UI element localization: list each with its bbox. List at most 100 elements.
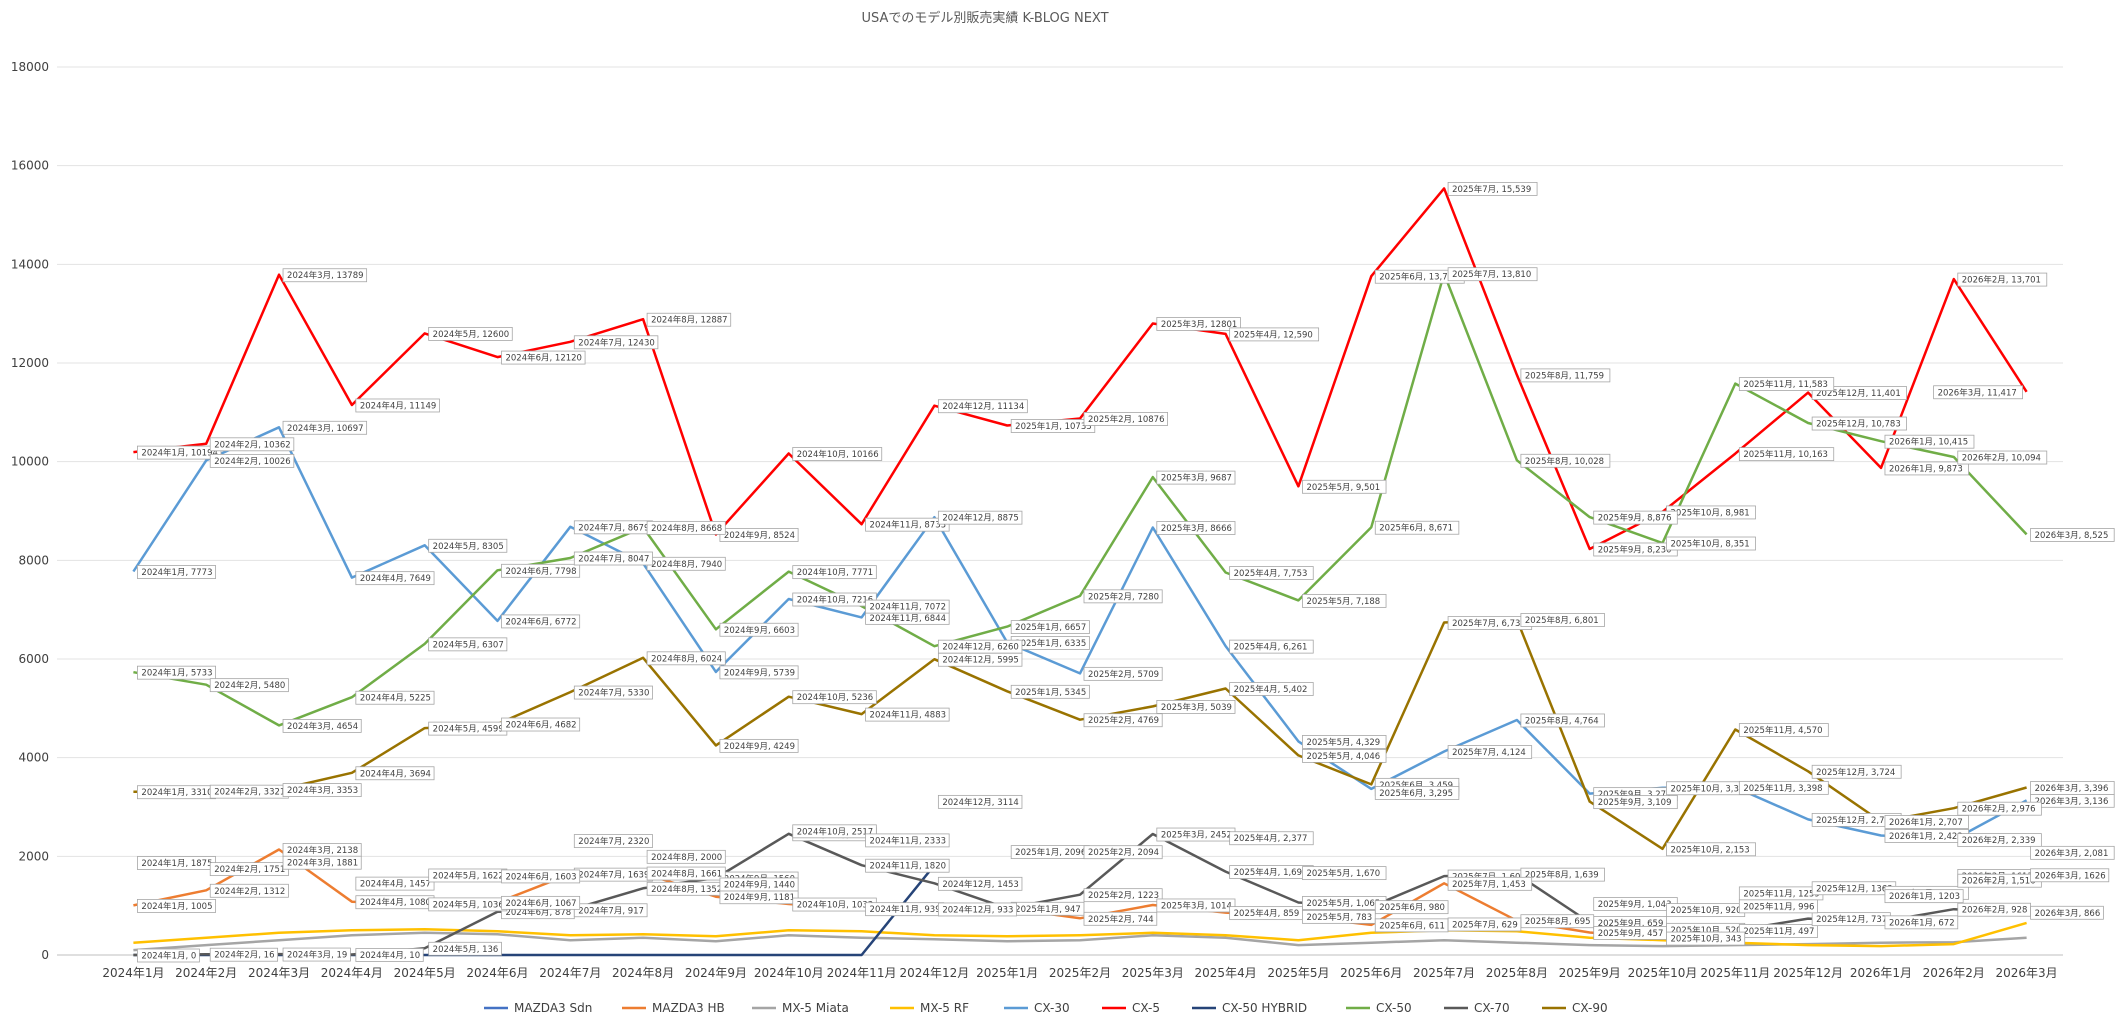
data-label-box <box>1884 434 1975 449</box>
data-label-box <box>1884 815 1969 829</box>
data-label-text: 2024年3月, 10697 <box>287 423 363 434</box>
data-label-text: 2026年2月, 13,701 <box>1962 275 2041 286</box>
data-label-text: 2025年1月, 6335 <box>1015 638 1086 649</box>
legend-label: MAZDA3 Sdn <box>514 1001 592 1015</box>
y-tick-label: 4000 <box>18 751 49 765</box>
data-label-text: 2024年3月, 1881 <box>287 858 358 869</box>
data-label: 2024年5月, 4599 <box>428 721 508 736</box>
data-label: 2024年9月, 8524 <box>719 528 799 542</box>
data-label-box <box>573 335 659 350</box>
data-label-text: 2024年1月, 1875 <box>141 858 212 869</box>
data-label: 2024年4月, 1080 <box>355 895 435 910</box>
data-label: 2025年11月, 996 <box>1738 899 1818 914</box>
data-label-box <box>2030 781 2115 795</box>
data-label-text: 2024年3月, 13789 <box>287 270 363 281</box>
series-line-cx-5 <box>133 187 2028 551</box>
data-label: 2025年4月, 6,261 <box>1229 639 1314 654</box>
data-label-text: 2024年4月, 3694 <box>360 768 431 779</box>
legend-label: MAZDA3 HB <box>652 1001 725 1015</box>
data-label: 2025年11月, 497 <box>1738 924 1818 938</box>
data-label-box <box>865 517 950 532</box>
data-label: 2024年10月, 1033 <box>792 897 877 912</box>
data-label: 2025年6月, 8,671 <box>1374 520 1460 535</box>
data-label-box <box>1884 889 1964 904</box>
data-label-box <box>355 766 435 781</box>
data-label-text: 2025年10月, 8,351 <box>1671 539 1750 550</box>
data-label-box <box>1520 453 1611 468</box>
data-label-text: 2024年1月, 1005 <box>141 901 212 912</box>
data-label-text: 2025年11月, 4,570 <box>1743 725 1822 736</box>
data-label-text: 2024年7月, 917 <box>578 905 644 916</box>
data-label: 2024年2月, 1312 <box>209 883 289 898</box>
data-label: 2025年2月, 7280 <box>1083 589 1163 604</box>
data-label-text: 2024年5月, 1622 <box>433 870 504 881</box>
data-label-box <box>282 420 368 435</box>
data-label: 2024年11月, 939 <box>865 902 945 917</box>
data-label-box <box>719 665 799 680</box>
data-label-text: 2024年7月, 12430 <box>578 337 654 348</box>
data-label: 2024年2月, 16 <box>209 947 279 962</box>
data-label-text: 2025年4月, 5,402 <box>1234 684 1308 695</box>
data-label-text: 2025年7月, 13,810 <box>1452 269 1531 280</box>
data-label-text: 2025年11月, 3,398 <box>1743 783 1822 794</box>
data-label-box <box>865 707 950 722</box>
data-label-text: 2025年5月, 4,046 <box>1306 751 1380 762</box>
data-label: 2025年2月, 1223 <box>1083 888 1163 903</box>
x-tick-label: 2025年11月 <box>1700 966 1770 980</box>
data-label-text: 2026年1月, 672 <box>1889 917 1955 928</box>
x-tick-label: 2026年1月 <box>1850 966 1912 980</box>
data-label: 2025年5月, 7,188 <box>1302 593 1387 608</box>
data-label-box <box>209 453 295 468</box>
data-label: 2025年5月, 783 <box>1302 909 1376 924</box>
legend-item: MAZDA3 Sdn <box>484 1001 592 1015</box>
data-label-box <box>501 563 581 578</box>
data-label-text: 2025年5月, 9,501 <box>1306 482 1380 493</box>
data-label-box <box>646 312 732 327</box>
data-label: 2025年8月, 695 <box>1520 914 1595 929</box>
data-label: 2024年4月, 7649 <box>355 571 435 586</box>
data-label-text: 2024年5月, 4599 <box>433 724 504 735</box>
x-tick-label: 2025年1月 <box>976 966 1038 980</box>
data-label-text: 2025年6月, 3,459 <box>1379 780 1453 791</box>
data-label: 2025年8月, 1,639 <box>1520 867 1605 882</box>
data-label-box <box>355 571 435 586</box>
data-label-box <box>428 326 513 341</box>
data-label: 2024年7月, 8679 <box>573 520 653 535</box>
data-label-box <box>1083 888 1163 903</box>
data-label-text: 2024年5月, 1036 <box>433 899 504 910</box>
x-tick-label: 2024年9月 <box>685 966 747 980</box>
data-label-box <box>1447 917 1522 932</box>
data-label-text: 2024年2月, 3321 <box>214 787 285 798</box>
data-label: 2026年3月, 11,417 <box>1933 385 2023 400</box>
data-label-box <box>1302 735 1387 749</box>
data-label-text: 2024年11月, 939 <box>870 904 941 915</box>
data-label-box <box>1374 520 1460 535</box>
data-label: 2025年3月, 5039 <box>1156 700 1236 714</box>
data-label: 2025年5月, 4,046 <box>1302 748 1387 763</box>
data-label-box <box>137 565 217 579</box>
data-label-text: 2024年8月, 1352 <box>651 884 722 895</box>
data-label: 2024年12月, 6260 <box>937 639 1023 654</box>
data-label-box <box>1666 842 1756 857</box>
data-label-box <box>1520 368 1611 383</box>
data-label-text: 2024年5月, 12600 <box>433 329 509 340</box>
data-label: 2024年12月, 3114 <box>937 794 1023 809</box>
x-tick-label: 2025年12月 <box>1773 966 1843 980</box>
data-label: 2025年3月, 8666 <box>1156 521 1236 535</box>
data-label-box <box>428 637 508 652</box>
data-label-text: 2024年2月, 16 <box>214 950 274 961</box>
data-label-box <box>1520 613 1605 627</box>
data-label-box <box>1229 566 1314 580</box>
data-label-text: 2025年5月, 1,065 <box>1306 898 1380 909</box>
data-label-text: 2026年1月, 2,707 <box>1889 817 1963 828</box>
data-label-text: 2025年12月, 11,401 <box>1816 388 1901 399</box>
data-label-box <box>1302 748 1387 763</box>
data-label-box <box>1520 713 1605 728</box>
data-label: 2024年1月, 1875 <box>137 856 217 870</box>
data-label-box <box>1083 845 1163 860</box>
data-label: 2025年1月, 947 <box>1010 901 1085 916</box>
data-label-text: 2025年7月, 629 <box>1452 919 1518 930</box>
legend: MAZDA3 Sdn MAZDA3 HB MX-5 Miata MX-5 RF CX-3… <box>484 1001 1608 1015</box>
data-label-box <box>1957 801 2042 816</box>
data-label-text: 2024年8月, 6024 <box>651 653 722 664</box>
